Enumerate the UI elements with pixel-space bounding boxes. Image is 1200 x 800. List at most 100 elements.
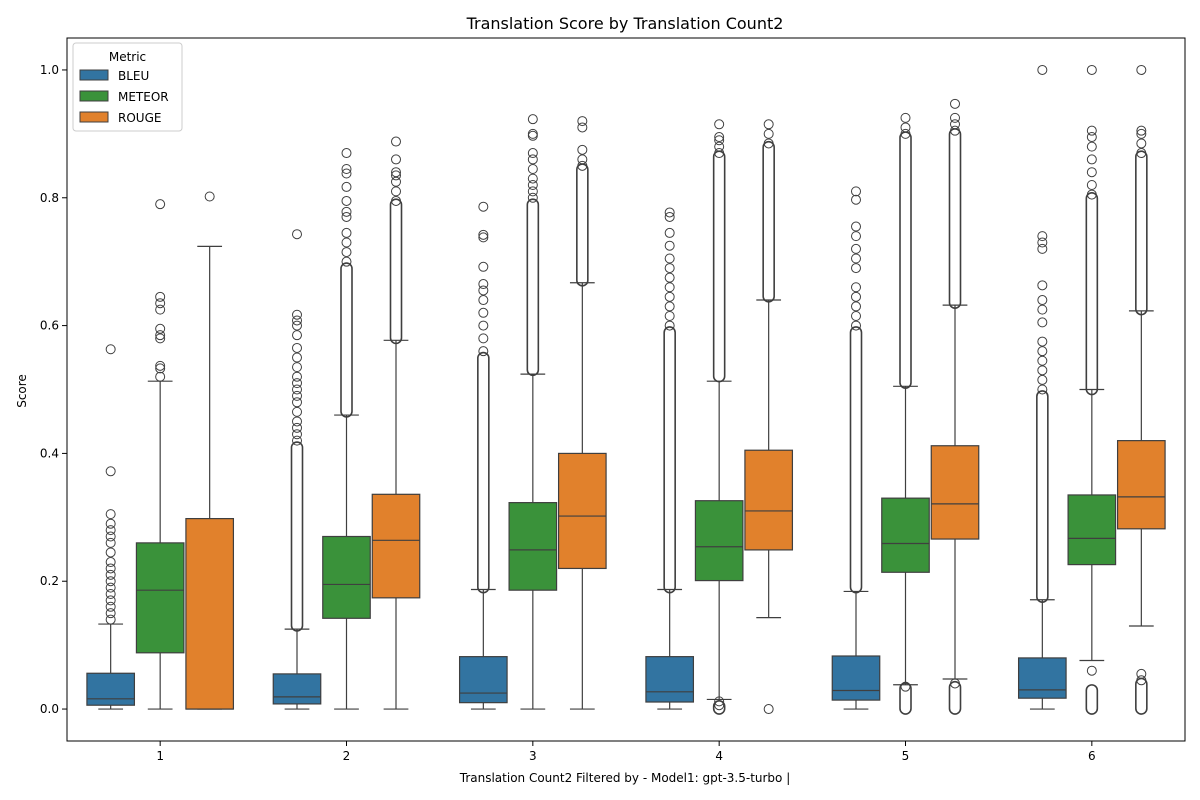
- outlier-point: [155, 298, 166, 309]
- outlier-point: [1136, 125, 1147, 136]
- outlier-point: [1086, 141, 1097, 152]
- outlier-point: [292, 309, 302, 320]
- outlier-point: [155, 323, 166, 334]
- outlier-point: [292, 378, 302, 389]
- outlier-point: [105, 582, 116, 593]
- outlier-point: [341, 247, 352, 258]
- outlier-point: [1037, 243, 1048, 254]
- outlier-point: [105, 601, 116, 612]
- x-tick-label: 5: [902, 749, 910, 763]
- box-rouge: [371, 493, 421, 599]
- outlier-point: [391, 170, 401, 181]
- outlier-point: [900, 128, 911, 139]
- outlier-point: [851, 320, 861, 331]
- outlier-dense-band: [899, 682, 912, 715]
- outlier-dense-band: [1085, 191, 1099, 396]
- x-tick-label: 3: [529, 749, 537, 763]
- outlier-point: [155, 304, 166, 315]
- chart-title: Translation Score by Translation Count2: [466, 14, 784, 33]
- outlier-point: [1136, 128, 1147, 139]
- outlier-dense-band: [762, 140, 775, 303]
- outlier-point: [577, 154, 588, 165]
- outlier-point: [155, 363, 166, 374]
- legend-title: Metric: [109, 50, 146, 64]
- y-tick-label: 0.2: [40, 574, 59, 588]
- y-tick-label: 0.8: [40, 191, 59, 205]
- box-bleu: [272, 673, 322, 705]
- outlier-dense-band: [340, 262, 353, 418]
- outlier-point: [1136, 64, 1147, 75]
- outlier-point: [478, 229, 489, 240]
- outlier-point: [851, 253, 861, 264]
- legend-label-bleu: BLEU: [118, 69, 149, 83]
- outlier-point: [851, 186, 861, 197]
- y-tick-label: 0.6: [40, 319, 59, 333]
- outlier-dense-band: [389, 198, 403, 345]
- outlier-point: [1086, 125, 1097, 136]
- outlier-point: [664, 240, 675, 251]
- outlier-point: [851, 291, 861, 302]
- outlier-point: [292, 397, 302, 408]
- outlier-point: [1086, 154, 1097, 165]
- outlier-point: [341, 148, 352, 159]
- outlier-point: [478, 346, 489, 357]
- outlier-point: [763, 119, 774, 130]
- outlier-point: [664, 253, 675, 264]
- outlier-point: [664, 207, 675, 218]
- outlier-point: [527, 154, 538, 165]
- outlier-dense-band: [1135, 150, 1148, 316]
- outlier-point: [527, 186, 538, 197]
- outlier-point: [105, 614, 116, 625]
- y-tick-label: 0.0: [40, 702, 59, 716]
- outlier-point: [1086, 665, 1097, 676]
- outlier-point: [1037, 355, 1048, 366]
- outlier-point: [391, 186, 401, 197]
- legend: Metric BLEU METEOR ROUGE: [72, 42, 183, 132]
- outlier-point: [527, 148, 538, 159]
- box-meteor: [135, 542, 185, 654]
- outlier-point: [105, 547, 116, 558]
- outlier-point: [1037, 304, 1048, 315]
- outlier-point: [105, 344, 116, 355]
- box-meteor: [881, 497, 930, 573]
- box-bleu: [1017, 657, 1067, 699]
- outlier-point: [900, 112, 911, 123]
- outlier-point: [105, 466, 116, 477]
- outlier-point: [341, 227, 352, 238]
- outlier-dense-band: [948, 680, 962, 715]
- outlier-point: [1136, 138, 1147, 149]
- outlier-point: [105, 589, 116, 600]
- outlier-point: [341, 168, 352, 179]
- x-tick-label: 2: [343, 749, 351, 763]
- outlier-point: [155, 291, 166, 302]
- legend-frame: [72, 42, 183, 132]
- box-meteor: [322, 535, 371, 619]
- outlier-point: [664, 320, 675, 331]
- outlier-point: [851, 263, 861, 274]
- outlier-point: [292, 406, 302, 417]
- box-bleu: [86, 672, 136, 706]
- outlier-point: [1037, 384, 1048, 395]
- outlier-point: [714, 148, 725, 159]
- outlier-point: [1086, 132, 1097, 143]
- outlier-point: [391, 154, 401, 165]
- outlier-point: [292, 342, 302, 353]
- x-tick-label: 1: [156, 749, 164, 763]
- outlier-point: [478, 333, 489, 344]
- x-tick-label: 4: [715, 749, 723, 763]
- outlier-point: [950, 678, 960, 689]
- outlier-point: [527, 114, 538, 125]
- outlier-point: [391, 195, 401, 206]
- legend-swatch-bleu: [79, 69, 109, 81]
- outlier-point: [391, 136, 401, 147]
- outlier-point: [664, 263, 675, 274]
- outlier-point: [950, 125, 960, 136]
- outlier-point: [1086, 179, 1097, 190]
- box-meteor: [508, 502, 558, 591]
- outlier-point: [664, 311, 675, 322]
- y-tick-label: 0.4: [40, 446, 59, 460]
- outlier-point: [664, 301, 675, 312]
- outlier-dense-band: [663, 326, 676, 594]
- outlier-point: [105, 576, 116, 587]
